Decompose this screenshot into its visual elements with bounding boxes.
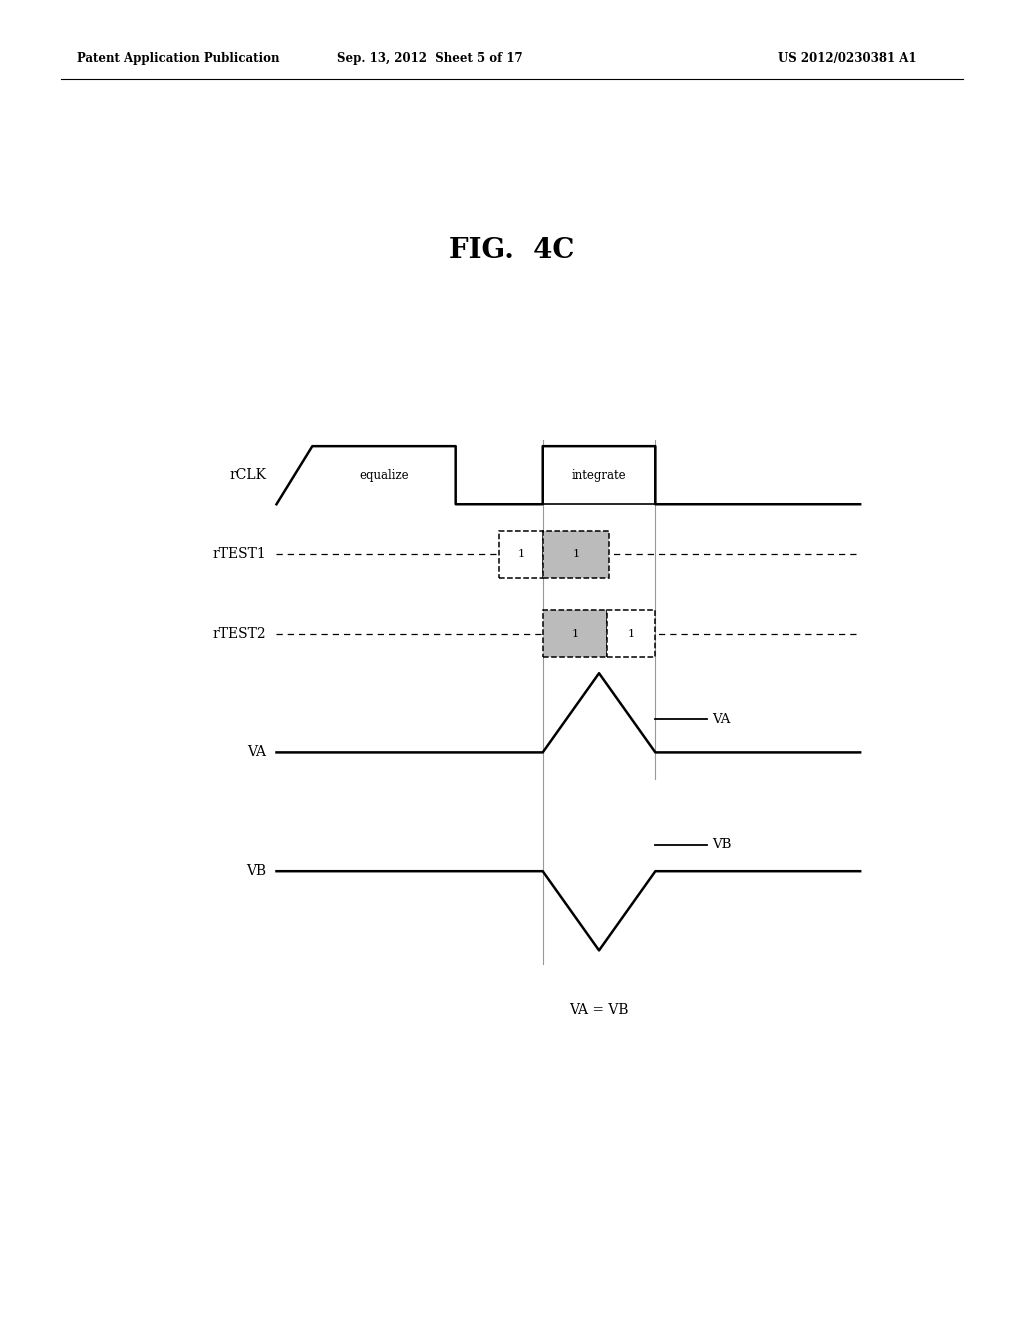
FancyBboxPatch shape xyxy=(607,610,655,657)
Text: 1: 1 xyxy=(571,628,579,639)
Text: VB: VB xyxy=(712,838,731,851)
FancyBboxPatch shape xyxy=(543,531,609,578)
Text: VA = VB: VA = VB xyxy=(569,1003,629,1016)
Text: 1: 1 xyxy=(572,549,580,560)
Text: FIG.  4C: FIG. 4C xyxy=(450,238,574,264)
Bar xyxy=(543,446,655,504)
Text: rTEST2: rTEST2 xyxy=(213,627,266,640)
Text: rCLK: rCLK xyxy=(229,469,266,482)
Text: integrate: integrate xyxy=(571,469,627,482)
Text: VA: VA xyxy=(712,713,730,726)
Text: Patent Application Publication: Patent Application Publication xyxy=(77,51,280,65)
FancyBboxPatch shape xyxy=(543,610,607,657)
Text: rTEST1: rTEST1 xyxy=(213,548,266,561)
Text: 1: 1 xyxy=(517,549,524,560)
Text: equalize: equalize xyxy=(359,469,409,482)
Text: 1: 1 xyxy=(628,628,635,639)
Text: US 2012/0230381 A1: US 2012/0230381 A1 xyxy=(778,51,916,65)
Text: VA: VA xyxy=(247,746,266,759)
FancyBboxPatch shape xyxy=(499,531,543,578)
Text: Sep. 13, 2012  Sheet 5 of 17: Sep. 13, 2012 Sheet 5 of 17 xyxy=(337,51,523,65)
Text: VB: VB xyxy=(246,865,266,878)
